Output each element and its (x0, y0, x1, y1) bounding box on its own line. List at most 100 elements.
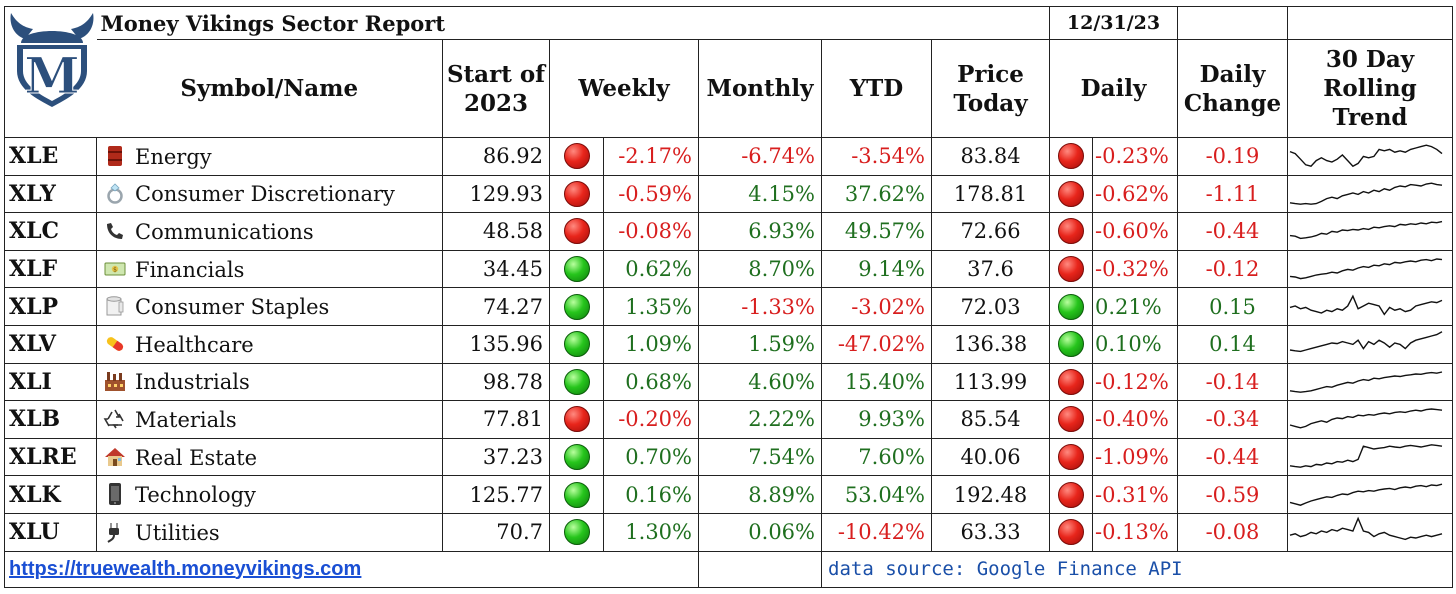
factory-icon (105, 372, 125, 392)
row-name-cell: Utilities (96, 512, 443, 552)
row-weekly: 0.62% (603, 249, 699, 289)
red-circle-icon (1058, 180, 1084, 207)
row-weekly: 0.70% (603, 437, 699, 477)
row-symbol: XLF (4, 249, 97, 289)
row-symbol: XLV (4, 324, 97, 364)
red-circle-icon (1058, 256, 1084, 283)
row-sparkline (1289, 182, 1443, 205)
row-name: Consumer Staples (135, 295, 330, 320)
sparkline-path (1289, 331, 1443, 353)
data-source: data source: Google Finance API (821, 550, 1453, 588)
header-price: Price Today (931, 39, 1050, 138)
row-monthly: 8.70% (698, 249, 822, 289)
row-name-cell: Energy (96, 137, 443, 176)
footer-link-cell[interactable]: https://truewealth.moneyvikings.com (4, 550, 699, 588)
row-price: 113.99 (931, 362, 1050, 402)
row-daily-indicator (1049, 512, 1093, 552)
row-sparkline (1289, 294, 1443, 316)
sparkline-path (1289, 294, 1443, 316)
row-ytd: 53.04% (821, 475, 932, 514)
row-monthly: 2.22% (698, 400, 822, 439)
row-weekly-indicator (549, 137, 604, 176)
table-row: XLF $ Financials 34.45 0.62% 8.70% 9.14% 37.6 -0… (4, 249, 1453, 289)
row-trend-cell (1287, 512, 1453, 552)
viking-helmet-logo-icon: M (10, 13, 94, 107)
sparkline-path (1289, 144, 1443, 168)
table-row: XLRE Real Estate 37.23 0.70% 7.54% 7.60% 40.06… (4, 437, 1453, 477)
row-name: Energy (135, 144, 212, 169)
row-name-cell: Communications (96, 212, 443, 251)
table-row: XLB Materials 77.81 -0.20% 2.22% 9.93% 85.54 -0… (4, 400, 1453, 439)
red-circle-icon (1058, 143, 1084, 170)
row-daily-change: 0.15 (1177, 287, 1288, 326)
row-trend-cell (1287, 400, 1453, 439)
row-sparkline (1289, 371, 1443, 393)
row-weekly-indicator (549, 287, 604, 326)
table-row: XLC Communications 48.58 -0.08% 6.93% 49.57% 7… (4, 212, 1453, 251)
row-trend-cell (1287, 324, 1453, 364)
row-name: Materials (135, 407, 237, 432)
header-monthly: Monthly (698, 39, 822, 138)
row-sparkline (1289, 258, 1443, 280)
row-sparkline (1289, 221, 1443, 240)
row-daily-change: -0.44 (1177, 437, 1288, 477)
row-ytd: 9.93% (821, 400, 932, 439)
header-daily: Daily (1049, 39, 1178, 138)
row-daily-change: -1.11 (1177, 174, 1288, 214)
sparkline-path (1289, 182, 1443, 205)
row-daily: 0.10% (1092, 324, 1178, 364)
website-link[interactable]: https://truewealth.moneyvikings.com (9, 557, 362, 580)
row-daily-change: -0.12 (1177, 249, 1288, 289)
row-sparkline (1289, 516, 1443, 541)
row-weekly: 1.30% (603, 512, 699, 552)
row-price: 136.38 (931, 324, 1050, 364)
row-weekly: 1.35% (603, 287, 699, 326)
row-price: 72.66 (931, 212, 1050, 251)
row-weekly: 0.68% (603, 362, 699, 402)
row-daily: -0.60% (1092, 212, 1178, 251)
row-daily-indicator (1049, 137, 1093, 176)
row-daily-change: -0.19 (1177, 137, 1288, 176)
row-daily: -0.23% (1092, 137, 1178, 176)
row-name-cell: Technology (96, 475, 443, 514)
row-daily: -1.09% (1092, 437, 1178, 477)
row-start: 74.27 (442, 287, 550, 326)
row-trend-cell (1287, 437, 1453, 477)
row-sparkline (1289, 144, 1443, 168)
row-daily-change: -0.34 (1177, 400, 1288, 439)
green-circle-icon (563, 519, 590, 546)
row-name: Technology (135, 483, 256, 508)
row-daily-indicator (1049, 287, 1093, 326)
row-start: 86.92 (442, 137, 550, 176)
sector-rows: XLE Energy 86.92 -2.17% -6.74% -3.54% 83.84 -0.… (4, 137, 1453, 552)
table-row: XLY Consumer Discretionary 129.93 -0.59% 4.1… (4, 174, 1453, 214)
header-start: Start of 2023 (442, 39, 550, 138)
row-weekly-indicator (549, 324, 604, 364)
row-ytd: 15.40% (821, 362, 932, 402)
header-weekly: Weekly (549, 39, 699, 138)
row-symbol: XLRE (4, 437, 97, 477)
row-price: 85.54 (931, 400, 1050, 439)
row-start: 34.45 (442, 249, 550, 289)
money-icon: $ (104, 262, 126, 276)
red-circle-icon (1058, 519, 1084, 546)
row-start: 129.93 (442, 174, 550, 214)
sparkline-path (1289, 221, 1443, 240)
row-symbol: XLB (4, 400, 97, 439)
table-row: XLK Technology 125.77 0.16% 8.89% 53.04% 192.4… (4, 475, 1453, 514)
row-name: Consumer Discretionary (135, 182, 395, 207)
row-weekly: -2.17% (603, 137, 699, 176)
row-name: Industrials (135, 370, 250, 395)
row-symbol: XLP (4, 287, 97, 326)
row-daily-change: 0.14 (1177, 324, 1288, 364)
electric-plug-icon (107, 522, 119, 543)
row-price: 192.48 (931, 475, 1050, 514)
red-circle-icon (1058, 444, 1084, 471)
row-start: 98.78 (442, 362, 550, 402)
row-ytd: 37.62% (821, 174, 932, 214)
logo-letter: M (24, 46, 79, 105)
house-icon (105, 447, 125, 466)
row-ytd: -47.02% (821, 324, 932, 364)
green-circle-icon (1058, 293, 1084, 320)
row-ytd: 9.14% (821, 249, 932, 289)
